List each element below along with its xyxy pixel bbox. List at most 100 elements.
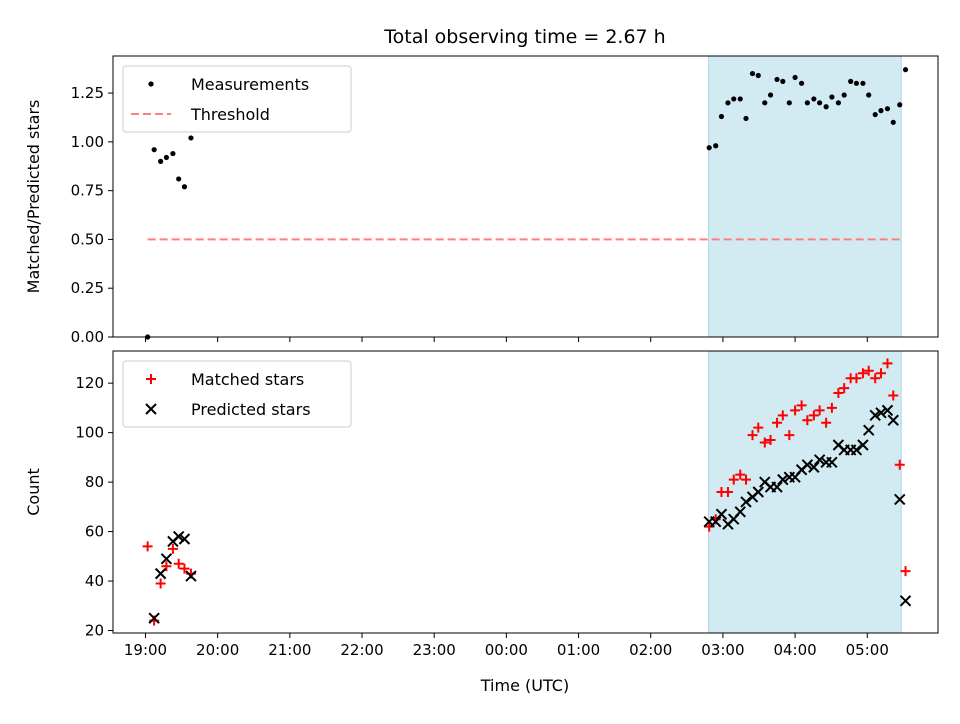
plot-frame [112,350,939,634]
legend-marker [145,403,157,415]
data-point [808,410,819,421]
y-tick-label: 80 [85,473,104,491]
data-point [715,508,728,520]
series-predicted-stars [148,404,912,624]
data-point [737,96,743,102]
x-tick-label: 04:00 [773,641,816,659]
y-tick-label: 0.75 [71,182,104,200]
legend: Matched stars Predicted stars [122,360,352,428]
x-tick-label: 03:00 [701,641,744,659]
data-point [900,566,911,577]
legend-marker [146,374,156,384]
data-point [163,154,170,161]
legend-label: Measurements [191,75,309,94]
data-point [173,558,184,569]
data-point [777,473,789,486]
data-point [863,365,874,376]
data-point [897,102,903,108]
data-point [713,143,719,149]
x-tick-label: 02:00 [629,641,672,659]
data-point [894,493,906,506]
x-tick-label: 01:00 [557,641,600,659]
data-point [839,383,850,394]
data-point [178,533,191,545]
y-axis-label: Matched/Predicted stars [24,100,43,294]
data-point [155,578,166,589]
legend-label: Matched stars [191,370,304,389]
observing-interval-shade [707,350,902,634]
data-point [706,145,712,151]
data-point [704,521,715,532]
data-point [872,111,878,118]
data-point [734,506,746,518]
data-point [899,595,912,607]
data-point [860,80,866,86]
data-point [821,417,832,428]
data-point [829,94,835,100]
y-tick-label: 0.50 [71,230,104,248]
y-tick-label: 1.25 [71,84,104,102]
data-point [875,368,886,379]
data-point [772,417,783,428]
data-point [798,80,805,86]
data-point [826,456,838,469]
data-point [878,108,884,114]
data-point [743,115,749,122]
data-point [792,74,798,81]
y-tick-label: 60 [85,523,104,541]
legend-label: Predicted stars [191,400,311,419]
data-point [154,567,167,580]
legend-marker [148,81,154,87]
data-point [804,100,810,106]
data-point [188,135,194,141]
y-tick-label: 0.25 [71,279,104,297]
series-matched-stars [142,358,911,626]
legend-box [122,360,352,428]
data-point [796,400,807,411]
data-point [160,553,173,565]
data-point [725,100,731,106]
data-point [823,104,829,110]
y-tick-label: 1.00 [71,133,104,151]
data-point [741,474,752,485]
top-panel: 0.00 0.25 0.50 0.75 1.00 1.25 Matched/Predicte… [24,55,939,346]
x-tick-label: 23:00 [413,641,456,659]
data-point [835,100,841,106]
data-point [753,422,764,433]
data-point [786,100,792,106]
data-point [167,543,178,554]
data-point [181,184,188,190]
y-tick-label: 0.00 [71,328,104,346]
data-point [869,409,881,422]
data-point [866,92,872,98]
data-point [870,373,881,384]
data-point [722,487,733,497]
data-point [151,147,157,153]
x-tick-label: 22:00 [340,641,383,659]
data-point [709,515,722,528]
data-point [767,92,774,98]
data-point [780,78,786,84]
data-point [747,430,758,441]
data-point [850,444,863,456]
data-point [762,100,768,106]
data-point [185,570,197,582]
data-point [817,100,823,106]
data-point [161,561,172,572]
x-axis-label: Time (UTC) [480,676,569,695]
data-point [172,530,185,543]
x-tick-label: 20:00 [196,641,239,659]
data-point [863,424,875,436]
data-point [851,373,862,384]
data-point [755,72,761,79]
y-tick-label: 40 [85,572,104,590]
data-point [857,439,869,451]
x-tick-label: 00:00 [485,641,528,659]
data-point [848,78,854,84]
data-point [833,388,844,399]
legend-label: Threshold [190,105,270,124]
data-point [902,67,909,73]
series-measurements [145,67,909,340]
data-point [808,461,820,473]
